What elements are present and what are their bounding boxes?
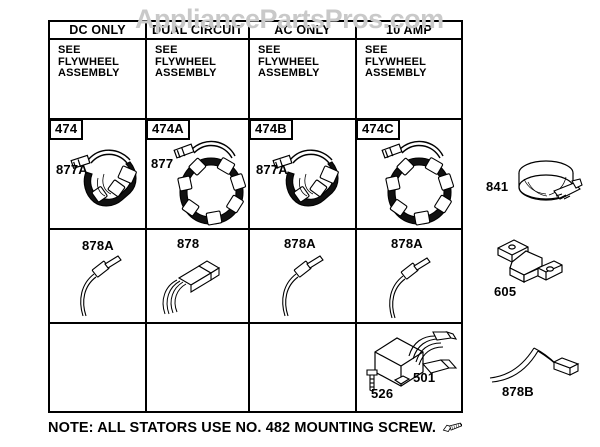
side-part-605[interactable]: 605 [486, 238, 586, 308]
part-number-877a[interactable]: 877A [56, 162, 88, 177]
header-label: 10 AMP [386, 23, 432, 37]
lead-cell-ac-only[interactable]: 878A [250, 230, 357, 322]
regulator-cell-10-amp[interactable]: 501 526 [357, 324, 461, 413]
flywheel-row: SEE FLYWHEEL ASSEMBLY SEE FLYWHEEL ASSEM… [50, 40, 461, 120]
part-number-877a[interactable]: 877A [256, 162, 288, 177]
single-lead-wire-icon [282, 255, 324, 317]
regulator-cell-ac-only [250, 324, 357, 413]
footer-note-text: NOTE: ALL STATORS USE NO. 482 MOUNTING S… [48, 420, 436, 436]
stator-cell-dc-only[interactable]: 474 877A [49, 119, 147, 228]
part-number-878[interactable]: 878 [177, 236, 200, 251]
regulator-module-icon [366, 330, 458, 392]
lead-cell-dc-only[interactable]: 878A [50, 230, 147, 322]
part-number-878a[interactable]: 878A [391, 236, 423, 251]
regulator-cell-dc-only [50, 324, 147, 413]
parts-table: DC ONLY DUAL CIRCUIT AC ONLY 10 AMP SEE … [48, 20, 463, 413]
stator-row: 474 877A [49, 119, 461, 230]
part-number-474c[interactable]: 474C [356, 119, 400, 140]
stator-partial-arc-icon [272, 149, 339, 207]
regulator-row: 501 526 [50, 324, 461, 413]
flywheel-note: SEE FLYWHEEL ASSEMBLY [258, 44, 320, 79]
part-number-474b[interactable]: 474B [249, 119, 293, 140]
header-label: DC ONLY [69, 23, 126, 37]
header-cell-ac-only: AC ONLY [250, 22, 357, 38]
hose-clamp-icon [518, 160, 583, 201]
part-number-878a[interactable]: 878A [82, 238, 114, 253]
side-part-841[interactable]: 841 [486, 155, 586, 225]
part-number-878b[interactable]: 878B [502, 384, 534, 399]
part-number-526[interactable]: 526 [371, 386, 394, 401]
part-number-474[interactable]: 474 [49, 119, 84, 140]
footer-note-bar: NOTE: ALL STATORS USE NO. 482 MOUNTING S… [48, 416, 463, 440]
lead-cell-dual-circuit[interactable]: 878 [147, 230, 250, 322]
header-cell-dual-circuit: DUAL CIRCUIT [147, 22, 250, 38]
screw-icon [442, 422, 463, 432]
two-wire-lead-icon [489, 347, 580, 383]
header-label: AC ONLY [274, 23, 331, 37]
flywheel-note: SEE FLYWHEEL ASSEMBLY [58, 44, 120, 79]
regulator-cell-dual-circuit [147, 324, 250, 413]
flywheel-note: SEE FLYWHEEL ASSEMBLY [155, 44, 217, 79]
header-label: DUAL CIRCUIT [151, 23, 244, 37]
stator-cell-10-amp[interactable]: 474C [356, 119, 461, 228]
flywheel-note: SEE FLYWHEEL ASSEMBLY [365, 44, 427, 79]
flywheel-cell-dc-only: SEE FLYWHEEL ASSEMBLY [50, 40, 147, 118]
header-cell-10-amp: 10 AMP [357, 22, 461, 38]
stator-full-ring-icon [381, 140, 455, 226]
lead-wire-row: 878A 878 [50, 230, 461, 324]
part-number-605[interactable]: 605 [494, 284, 517, 299]
side-part-878b[interactable]: 878B [486, 342, 591, 402]
flywheel-cell-ac-only: SEE FLYWHEEL ASSEMBLY [250, 40, 357, 118]
part-number-841[interactable]: 841 [486, 179, 509, 194]
part-number-878a[interactable]: 878A [284, 236, 316, 251]
flywheel-cell-10-amp: SEE FLYWHEEL ASSEMBLY [357, 40, 461, 118]
single-lead-wire-icon [389, 257, 431, 319]
stator-cell-dual-circuit[interactable]: 474A 877 [146, 119, 250, 228]
lead-cell-10-amp[interactable]: 878A [357, 230, 461, 322]
flywheel-cell-dual-circuit: SEE FLYWHEEL ASSEMBLY [147, 40, 250, 118]
stator-partial-arc-icon [70, 149, 137, 207]
part-number-877[interactable]: 877 [151, 156, 174, 171]
single-lead-wire-icon [80, 255, 122, 317]
part-number-501[interactable]: 501 [413, 370, 436, 385]
stator-full-ring-icon [173, 140, 247, 226]
header-cell-dc-only: DC ONLY [50, 22, 147, 38]
stator-cell-ac-only[interactable]: 474B 877A [249, 119, 357, 228]
multi-lead-connector-icon [162, 260, 221, 315]
table-header-row: DC ONLY DUAL CIRCUIT AC ONLY 10 AMP [50, 22, 461, 40]
part-number-474a[interactable]: 474A [146, 119, 190, 140]
mounting-bracket-icon [497, 239, 563, 283]
